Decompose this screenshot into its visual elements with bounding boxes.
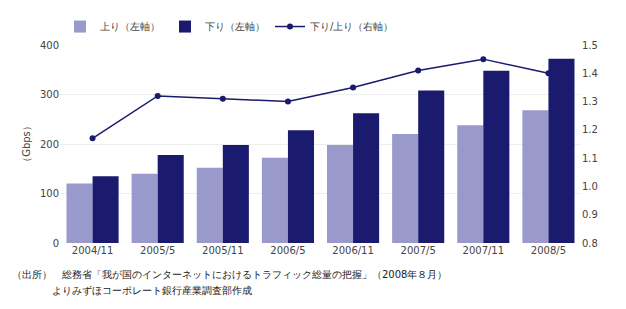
svg-text:2005/11: 2005/11 xyxy=(202,245,244,256)
svg-text:2006/11: 2006/11 xyxy=(332,245,374,256)
svg-text:2004/11: 2004/11 xyxy=(72,245,114,256)
svg-text:2006/5: 2006/5 xyxy=(270,245,305,256)
svg-text:200: 200 xyxy=(40,139,59,150)
svg-text:1.5: 1.5 xyxy=(582,40,598,51)
svg-text:2007/11: 2007/11 xyxy=(463,245,505,256)
svg-text:0: 0 xyxy=(53,238,59,249)
svg-text:2008/5: 2008/5 xyxy=(531,245,566,256)
svg-text:よりみずほコーポレート銀行産業調査部作成: よりみずほコーポレート銀行産業調査部作成 xyxy=(12,285,252,297)
svg-text:100: 100 xyxy=(40,188,59,199)
svg-text:2007/5: 2007/5 xyxy=(401,245,436,256)
svg-text:（Gbps）: （Gbps） xyxy=(21,121,32,167)
svg-text:上り（左軸）: 上り（左軸） xyxy=(100,21,160,32)
svg-text:1.2: 1.2 xyxy=(582,124,598,135)
svg-text:400: 400 xyxy=(40,40,59,51)
svg-text:1.0: 1.0 xyxy=(582,181,598,192)
svg-text:1.1: 1.1 xyxy=(582,153,598,164)
svg-text:下り（左軸）: 下り（左軸） xyxy=(205,21,265,32)
svg-text:0.9: 0.9 xyxy=(582,209,598,220)
svg-text:1.3: 1.3 xyxy=(582,96,598,107)
svg-text:0.8: 0.8 xyxy=(582,238,598,249)
svg-text:下り/上り（右軸）: 下り/上り（右軸） xyxy=(310,21,393,32)
svg-text:（出所） 総務省「我が国のインターネットにおけるトラフィック: （出所） 総務省「我が国のインターネットにおけるトラフィック総量の把握」（200… xyxy=(12,269,447,280)
svg-text:300: 300 xyxy=(40,89,59,100)
svg-text:1.4: 1.4 xyxy=(582,68,598,79)
svg-text:2005/5: 2005/5 xyxy=(140,245,175,256)
